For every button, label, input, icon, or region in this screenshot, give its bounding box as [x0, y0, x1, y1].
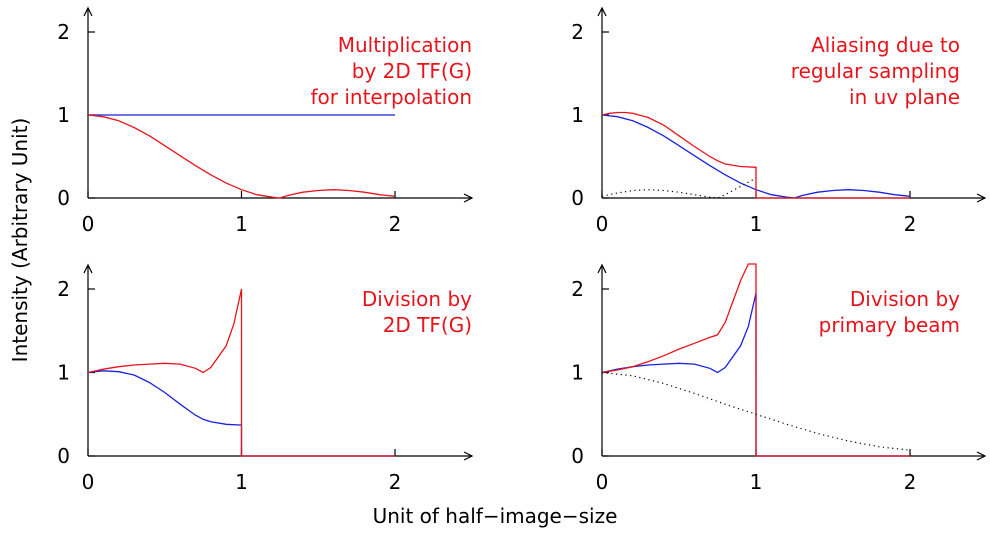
panel-annotation-line: regular sampling: [791, 59, 960, 83]
y-axis-arrow: [597, 6, 607, 17]
y-axis-arrow: [597, 263, 607, 274]
x-tick-label: 2: [904, 470, 917, 494]
y-axis-arrow: [83, 6, 93, 17]
series-red-solid-line: [87, 288, 395, 457]
panel-annotation-line: Multiplication: [338, 33, 472, 57]
x-tick-label: 2: [389, 212, 402, 236]
y-tick-label: 0: [571, 444, 584, 468]
x-axis-arrow: [976, 193, 987, 203]
x-tick-label: 1: [750, 470, 763, 494]
panel-annotation-line: Aliasing due to: [811, 33, 960, 57]
x-tick-label: 0: [82, 212, 95, 236]
x-tick-label: 1: [235, 470, 248, 494]
panel-annotation-line: Division by: [362, 287, 472, 311]
panel-annotation-line: 2D TF(G): [383, 313, 472, 337]
series-red-solid-line: [601, 111, 910, 199]
x-tick-label: 1: [235, 212, 248, 236]
panel-annotation-line: for interpolation: [310, 85, 472, 109]
y-axis-arrow: [83, 263, 93, 274]
panel-annotation-line: by 2D TF(G): [352, 59, 472, 83]
series-red-solid-line: [87, 114, 396, 199]
y-tick-label: 1: [571, 103, 584, 127]
series-blue-solid-line: [601, 114, 911, 199]
x-tick-label: 1: [750, 212, 763, 236]
y-tick-label: 1: [57, 103, 70, 127]
series-red-solid-line: [601, 263, 910, 457]
panel-annotation-line: in uv plane: [849, 85, 960, 109]
x-tick-label: 0: [596, 470, 609, 494]
x-axis-arrow: [463, 451, 474, 461]
x-axis-title: Unit of half−image−size: [373, 504, 618, 528]
y-tick-label: 2: [571, 277, 584, 301]
y-tick-label: 2: [57, 277, 70, 301]
series-black-dotted-line: [601, 177, 757, 199]
x-axis-arrow: [976, 451, 987, 461]
y-tick-label: 2: [57, 20, 70, 44]
x-tick-label: 2: [389, 470, 402, 494]
y-tick-label: 2: [571, 20, 584, 44]
x-tick-label: 0: [82, 470, 95, 494]
x-axis-arrow: [463, 193, 474, 203]
y-tick-label: 0: [571, 186, 584, 210]
x-tick-label: 0: [596, 212, 609, 236]
panel-annotation-line: primary beam: [819, 313, 960, 337]
y-tick-label: 0: [57, 444, 70, 468]
y-tick-label: 0: [57, 186, 70, 210]
y-tick-label: 1: [571, 361, 584, 385]
y-tick-label: 1: [57, 361, 70, 385]
x-tick-label: 2: [904, 212, 917, 236]
panel-annotation-line: Division by: [850, 287, 960, 311]
series-black-dotted-line: [601, 371, 911, 451]
y-axis-title: Intensity (Arbitrary Unit): [8, 118, 32, 363]
